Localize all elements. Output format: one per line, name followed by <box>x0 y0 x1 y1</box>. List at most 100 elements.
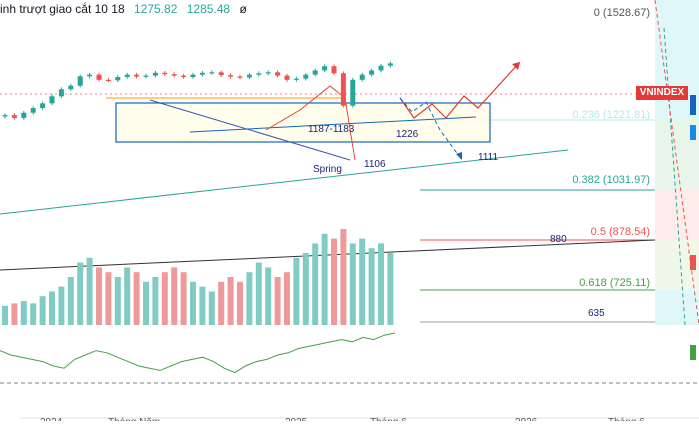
consolidation-box <box>115 102 491 143</box>
volume-bar <box>58 286 65 325</box>
candle-body <box>105 79 111 82</box>
time-label-5: Tháng 6 <box>608 417 645 421</box>
time-label-0: 2024 <box>40 417 63 421</box>
bull-projection-path <box>399 61 521 119</box>
volume-bar <box>387 253 394 325</box>
labels-group: 0 (1528.67) 0.236 (1221.81) 0.382 (1031.97… <box>40 7 650 426</box>
volume-bar <box>274 277 281 325</box>
annotation-6: 635 <box>588 308 605 319</box>
candle-body <box>340 73 346 106</box>
volume-bar <box>171 267 178 325</box>
volume-bar <box>349 243 356 325</box>
candle-body <box>237 76 243 78</box>
right-marker-green <box>690 345 696 360</box>
rsi-line <box>0 332 396 374</box>
candles-group <box>2 61 393 120</box>
symbol-price-tag[interactable]: VNINDEX <box>636 86 688 100</box>
volume-bar <box>321 233 328 325</box>
candle-body <box>30 108 36 113</box>
candle-body <box>369 70 375 75</box>
fib-label-2: 0.382 (1031.97) <box>572 174 650 186</box>
candle-body <box>171 74 177 76</box>
candle-body <box>152 72 158 76</box>
fib-label-1: 0.236 (1221.81) <box>572 109 650 121</box>
chart-header: inh trượt giao cắt 10 18 1275.82 1285.48… <box>0 2 253 16</box>
fib-band-2 <box>655 190 699 240</box>
volume-bar <box>124 267 131 325</box>
volume-bar <box>265 267 272 325</box>
fib-band-4 <box>655 290 699 325</box>
volume-bar <box>20 301 27 325</box>
candle-body <box>322 66 328 71</box>
annotation-5: 880 <box>550 234 567 245</box>
support-trendline <box>0 149 569 215</box>
candle-body <box>115 77 121 81</box>
volume-bar <box>105 272 112 325</box>
candle-body <box>312 70 318 75</box>
right-marker-red <box>690 255 696 270</box>
volume-bar <box>368 248 375 325</box>
fib-dashed-line-2 <box>654 0 699 326</box>
volume-bar <box>96 267 102 325</box>
time-label-2: 2025 <box>285 417 308 421</box>
bear-projection-path <box>399 97 463 161</box>
annotation-4: 1111 <box>478 152 498 163</box>
candle-body <box>331 66 337 74</box>
candle-body <box>2 115 8 117</box>
candle-body <box>303 74 309 79</box>
candle-body <box>40 103 46 109</box>
volume-bar <box>293 257 300 325</box>
candle-body <box>21 112 27 118</box>
volume-bar <box>340 229 347 325</box>
box-mid-line <box>189 116 477 133</box>
time-label-1: Tháng Năm <box>108 417 160 421</box>
volume-bar <box>208 291 215 325</box>
candle-body <box>77 76 83 86</box>
volume-bar <box>49 291 55 325</box>
candle-body <box>162 72 168 75</box>
fib-label-3: 0.5 (878.54) <box>591 226 650 238</box>
volume-bar <box>143 281 149 325</box>
volume-bar <box>11 303 18 325</box>
fib-label-0: 0 (1528.67) <box>594 7 650 19</box>
volume-bar <box>30 303 37 325</box>
volume-bar <box>86 257 93 325</box>
volume-bar <box>152 277 159 325</box>
indicator-value-3: ø <box>239 2 247 16</box>
volume-bar <box>312 243 319 325</box>
right-marker-blue-2 <box>690 125 696 140</box>
rsi-group <box>0 332 396 374</box>
volume-bar <box>180 272 187 325</box>
volume-bar <box>246 272 253 325</box>
candle-body <box>275 72 281 76</box>
annotation-0: 1187-1183 <box>308 124 355 135</box>
volume-bar <box>199 286 206 325</box>
candle-body <box>87 74 93 77</box>
candle-body <box>49 96 55 104</box>
volume-bar <box>378 243 384 325</box>
volume-bar <box>331 238 337 325</box>
candle-body <box>181 75 187 78</box>
candle-body <box>199 72 205 75</box>
volume-bar <box>284 272 290 325</box>
volume-bar <box>77 262 84 325</box>
volume-bar <box>359 238 366 325</box>
candle-body <box>96 74 102 80</box>
candle-body <box>246 74 252 78</box>
candle-body <box>58 89 64 97</box>
indicator-title: inh trượt giao cắt 10 18 <box>0 2 125 16</box>
candle-body <box>209 72 215 74</box>
candle-body <box>293 78 299 80</box>
candle-body <box>134 74 140 77</box>
time-label-3: Tháng 6 <box>370 417 407 421</box>
time-label-4: 2026 <box>515 417 538 421</box>
volume-bar <box>39 296 46 325</box>
right-marker-blue <box>690 95 696 115</box>
candle-body <box>387 63 393 66</box>
volume-bar <box>255 262 262 325</box>
candle-body <box>359 74 365 80</box>
volume-bar <box>161 272 168 325</box>
candle-body <box>143 75 149 77</box>
